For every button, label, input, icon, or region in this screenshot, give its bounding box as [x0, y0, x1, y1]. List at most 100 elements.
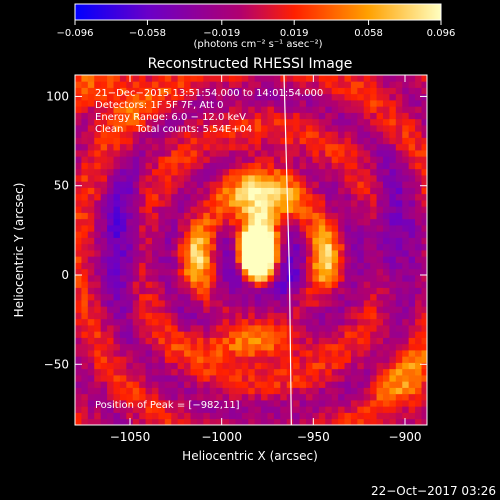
heatmap-cell [273, 256, 281, 263]
heatmap-cell [325, 268, 333, 276]
heatmap-cell [421, 318, 427, 326]
heatmap-cell [383, 325, 390, 332]
heatmap-cell [421, 137, 427, 145]
heatmap-cell [171, 218, 179, 226]
heatmap-cell [344, 362, 352, 370]
heatmap-cell [229, 81, 236, 88]
heatmap-cell [389, 362, 397, 370]
heatmap-cell [261, 375, 268, 382]
heatmap-cell [395, 175, 403, 182]
heatmap-cell [286, 206, 294, 213]
heatmap-cell [158, 306, 166, 313]
heatmap-cell [421, 106, 427, 113]
heatmap-cell [261, 331, 268, 338]
heatmap-cell [331, 118, 339, 126]
heatmap-cell [370, 287, 377, 295]
heatmap-cell [113, 93, 121, 101]
heatmap-cell [241, 268, 249, 276]
heatmap-cell [415, 325, 422, 332]
heatmap-cell [235, 125, 243, 132]
heatmap-cell [261, 356, 268, 363]
heatmap-cell [75, 281, 82, 288]
heatmap-cell [229, 175, 236, 182]
heatmap-cell [261, 287, 268, 295]
heatmap-cell [94, 118, 102, 126]
heatmap-cell [196, 362, 204, 370]
heatmap-cell [119, 243, 127, 251]
heatmap-cell [113, 337, 121, 345]
heatmap-cell [254, 87, 262, 95]
heatmap-cell [312, 381, 320, 388]
heatmap-cell [306, 225, 313, 232]
heatmap-cell [171, 200, 179, 207]
heatmap-cell [152, 318, 159, 326]
heatmap-cell [267, 193, 275, 201]
heatmap-cell [184, 287, 191, 295]
heatmap-cell [203, 381, 211, 388]
heatmap-cell [248, 393, 256, 401]
heatmap-cell [267, 418, 275, 425]
heatmap-cell [113, 150, 121, 157]
heatmap-cell [203, 237, 211, 245]
heatmap-cell [184, 162, 191, 170]
heatmap-cell [261, 400, 268, 407]
heatmap-cell [254, 375, 262, 382]
heatmap-cell [87, 256, 95, 263]
heatmap-cell [273, 375, 281, 382]
heatmap-cell [363, 318, 371, 326]
heatmap-cell [293, 343, 300, 351]
heatmap-cell [363, 100, 371, 107]
heatmap-cell [363, 218, 371, 226]
heatmap-cell [338, 81, 345, 88]
heatmap-cell [139, 125, 146, 132]
heatmap-cell [325, 406, 333, 413]
heatmap-cell [376, 331, 384, 338]
heatmap-cell [286, 187, 294, 195]
heatmap-cell [216, 250, 223, 257]
heatmap-cell [286, 193, 294, 201]
heatmap-cell [331, 300, 339, 307]
heatmap-cell [299, 150, 307, 157]
heatmap-cell [132, 193, 140, 201]
heatmap-cell [190, 75, 198, 82]
heatmap-cell [395, 306, 403, 313]
heatmap-cell [203, 287, 211, 295]
heatmap-cell [184, 181, 191, 188]
heatmap-cell [119, 262, 127, 270]
heatmap-cell [94, 156, 102, 163]
heatmap-cell [87, 218, 95, 226]
heatmap-cell [248, 368, 256, 376]
heatmap-cell [357, 200, 365, 207]
heatmap-cell [383, 156, 390, 163]
heatmap-cell [331, 275, 339, 282]
heatmap-cell [395, 368, 403, 376]
heatmap-cell [306, 100, 313, 107]
heatmap-cell [158, 343, 166, 351]
heatmap-cell [222, 187, 230, 195]
heatmap-cell [196, 168, 204, 176]
heatmap-cell [145, 168, 153, 176]
heatmap-cell [152, 400, 159, 407]
heatmap-cell [408, 225, 416, 232]
heatmap-cell [158, 275, 166, 282]
heatmap-cell [395, 387, 403, 395]
heatmap-cell [261, 175, 268, 182]
heatmap-cell [184, 75, 191, 82]
heatmap-cell [209, 212, 217, 220]
heatmap-cell [235, 81, 243, 88]
heatmap-cell [261, 200, 268, 207]
heatmap-cell [190, 306, 198, 313]
heatmap-cell [190, 293, 198, 301]
heatmap-cell [229, 287, 236, 295]
heatmap-cell [408, 362, 416, 370]
heatmap-cell [229, 293, 236, 301]
heatmap-cell [158, 200, 166, 207]
heatmap-cell [299, 206, 307, 213]
heatmap-cell [370, 318, 377, 326]
heatmap-cell [222, 375, 230, 382]
heatmap-cell [100, 237, 108, 245]
heatmap-cell [203, 350, 211, 357]
heatmap-cell [177, 106, 185, 113]
heatmap-cell [107, 237, 114, 245]
heatmap-cell [119, 406, 127, 413]
